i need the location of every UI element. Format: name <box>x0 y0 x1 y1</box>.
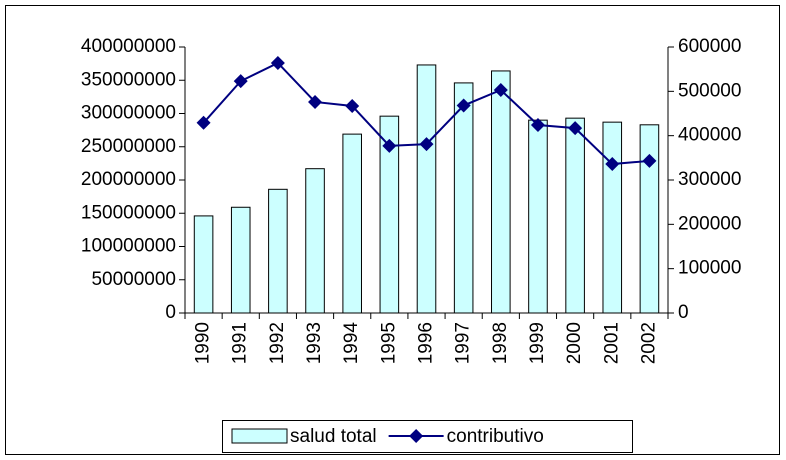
y2-tick-label: 500000 <box>678 80 741 101</box>
y-tick-label: 350000000 <box>81 69 176 90</box>
y2-tick-label: 600000 <box>678 36 741 57</box>
legend-label: contributivo <box>447 426 544 447</box>
bar <box>602 121 623 314</box>
y-tick-label: 100000000 <box>81 236 176 257</box>
legend-swatch <box>231 428 288 444</box>
legend-label: salud total <box>290 426 377 447</box>
marker <box>382 138 397 153</box>
marker <box>568 121 583 136</box>
y-tick-label: 50000000 <box>91 269 176 290</box>
marker <box>456 98 471 113</box>
x-tick-label: 2001 <box>601 322 622 364</box>
bar <box>342 133 362 314</box>
bar <box>416 64 437 314</box>
marker <box>530 118 545 133</box>
marker <box>308 94 323 109</box>
y-tick-label: 200000000 <box>81 169 176 190</box>
bar <box>305 168 325 314</box>
x-tick-label: 1994 <box>341 322 362 365</box>
bar <box>528 119 548 314</box>
marker <box>493 83 508 98</box>
x-tick-label: 1997 <box>453 322 474 364</box>
bar <box>193 215 214 314</box>
y2-tick-label: 0 <box>678 302 689 323</box>
marker <box>642 153 657 168</box>
marker <box>419 137 434 152</box>
marker <box>270 55 285 70</box>
y-tick-label: 400000000 <box>81 36 176 57</box>
x-tick-label: 1991 <box>230 322 251 364</box>
bar <box>230 206 251 314</box>
bar <box>491 70 511 314</box>
x-tick-label: 2000 <box>564 322 585 364</box>
x-tick-label: 1990 <box>193 322 214 364</box>
marker <box>345 98 360 113</box>
y2-tick-label: 300000 <box>678 169 741 190</box>
y-tick-label: 300000000 <box>81 103 176 124</box>
marker <box>233 74 248 89</box>
marker <box>196 115 211 130</box>
bar <box>453 82 474 314</box>
bar <box>268 188 288 314</box>
x-tick-label: 1999 <box>527 322 548 364</box>
marker <box>605 157 620 172</box>
y-tick-label: 250000000 <box>81 136 176 157</box>
bar <box>379 115 400 314</box>
x-tick-label: 1993 <box>304 322 325 364</box>
y-tick-label: 0 <box>165 302 176 323</box>
bar <box>565 117 585 314</box>
x-tick-label: 1998 <box>490 322 511 364</box>
y2-tick-label: 200000 <box>678 213 741 234</box>
x-tick-label: 1996 <box>416 322 437 364</box>
x-tick-label: 1992 <box>267 322 288 364</box>
bar <box>639 124 660 314</box>
legend-marker <box>409 429 424 443</box>
x-tick-label: 2002 <box>638 322 659 364</box>
y2-tick-label: 100000 <box>678 258 741 279</box>
x-tick-label: 1995 <box>378 322 399 364</box>
y2-tick-label: 400000 <box>678 125 741 146</box>
y-tick-label: 150000000 <box>81 202 176 223</box>
